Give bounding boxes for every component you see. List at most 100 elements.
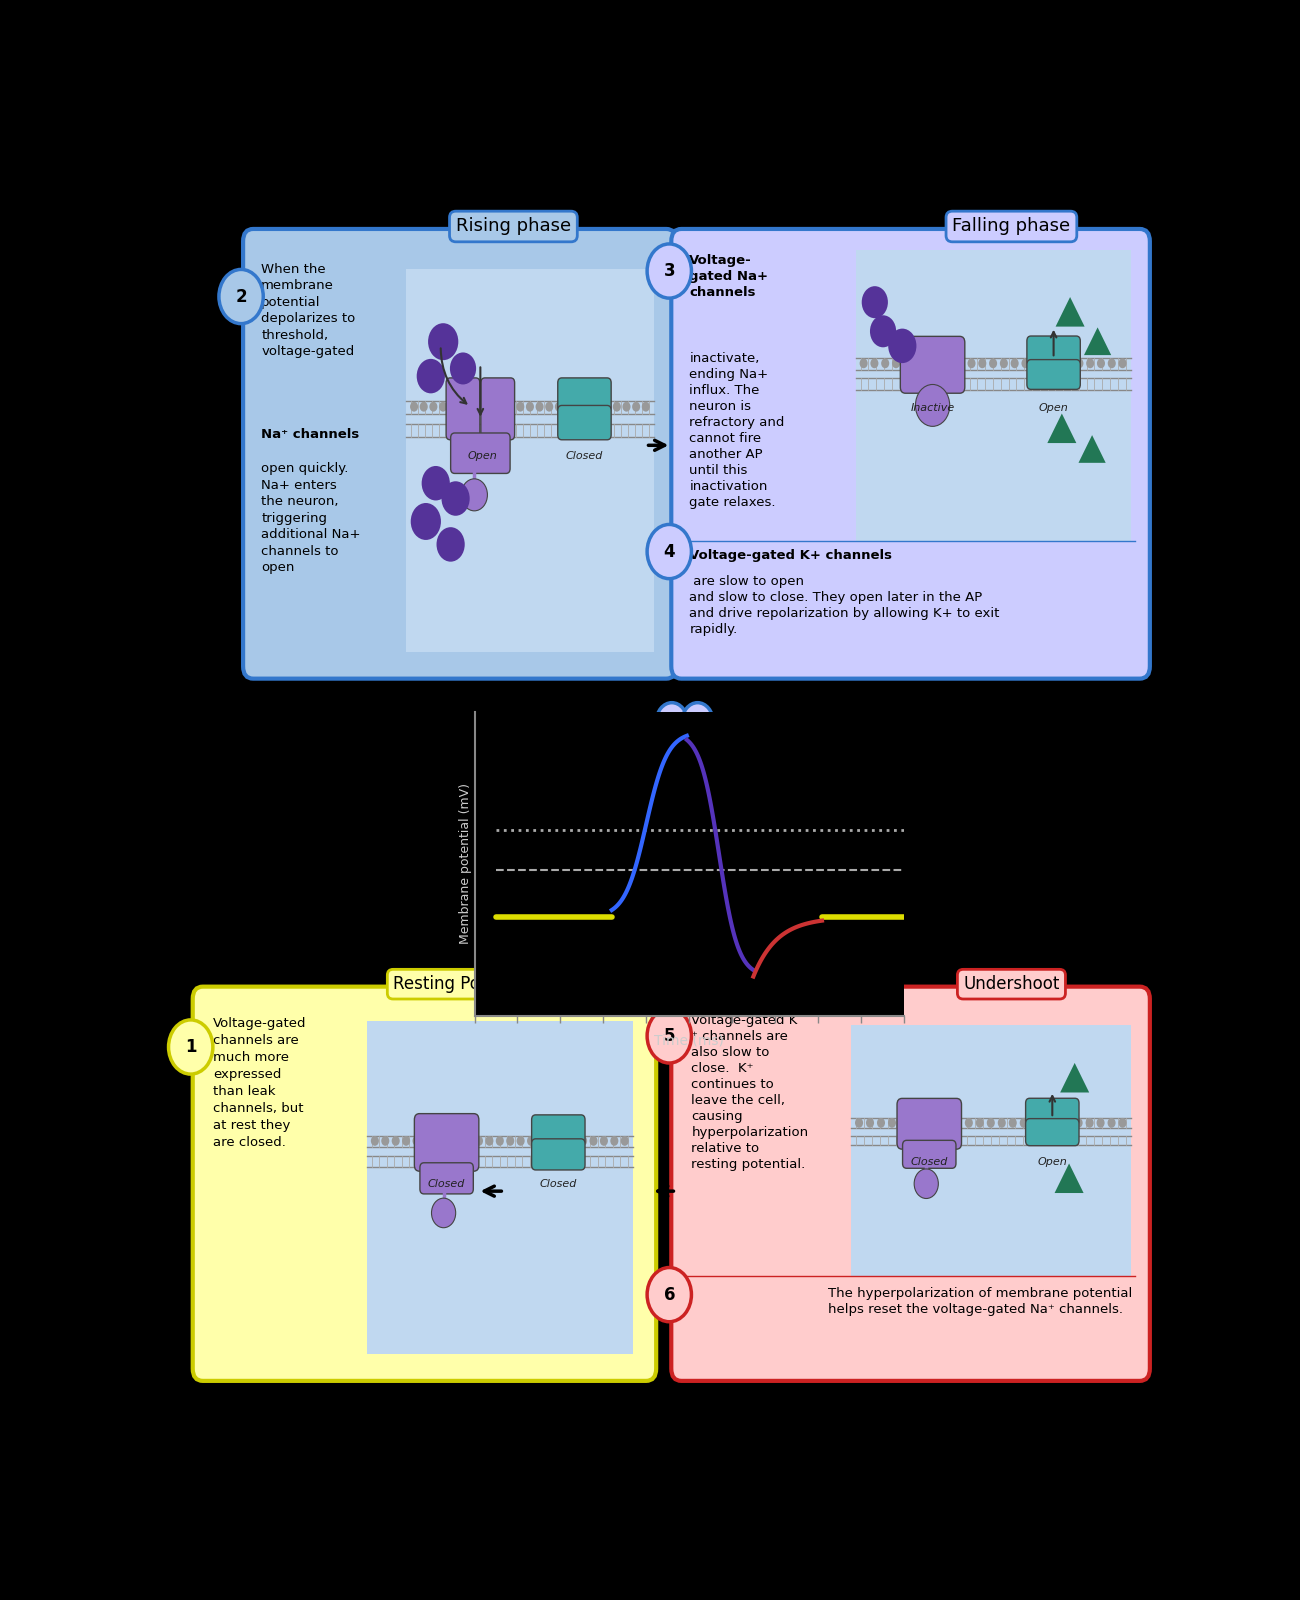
Circle shape xyxy=(870,315,896,347)
Circle shape xyxy=(516,402,524,411)
FancyBboxPatch shape xyxy=(901,336,965,394)
Circle shape xyxy=(610,1136,619,1146)
Text: are slow to open
and slow to close. They open later in the AP
and drive repolari: are slow to open and slow to close. They… xyxy=(689,574,1000,635)
Text: Closed: Closed xyxy=(566,451,603,461)
Circle shape xyxy=(497,402,504,411)
Circle shape xyxy=(420,402,428,411)
Circle shape xyxy=(432,1198,456,1227)
Circle shape xyxy=(459,402,467,411)
Circle shape xyxy=(957,358,965,368)
Text: Voltage-gated K
⁺ channels are
also slow to
close.  K⁺
continues to
leave the ce: Voltage-gated K ⁺ channels are also slow… xyxy=(692,1014,809,1171)
Circle shape xyxy=(428,323,459,360)
Circle shape xyxy=(568,1136,577,1146)
X-axis label: Time (ms): Time (ms) xyxy=(654,1034,724,1048)
Circle shape xyxy=(997,1118,1006,1128)
Circle shape xyxy=(402,1136,410,1146)
Circle shape xyxy=(979,358,987,368)
Circle shape xyxy=(410,402,419,411)
Text: Na⁺ channels: Na⁺ channels xyxy=(261,429,360,442)
Circle shape xyxy=(439,402,447,411)
FancyBboxPatch shape xyxy=(420,1163,473,1194)
Circle shape xyxy=(1009,1118,1017,1128)
Circle shape xyxy=(620,1136,629,1146)
Circle shape xyxy=(1086,1118,1093,1128)
Text: Voltage-gated K+ channels: Voltage-gated K+ channels xyxy=(689,549,892,563)
FancyBboxPatch shape xyxy=(671,987,1149,1381)
Circle shape xyxy=(892,358,900,368)
Text: Open: Open xyxy=(1039,403,1069,413)
Circle shape xyxy=(647,1010,692,1062)
Circle shape xyxy=(759,973,790,1011)
Circle shape xyxy=(448,402,456,411)
FancyBboxPatch shape xyxy=(532,1139,585,1170)
Circle shape xyxy=(914,1170,939,1198)
Text: Rising phase: Rising phase xyxy=(456,218,571,235)
Text: Inactive: Inactive xyxy=(910,403,954,413)
Circle shape xyxy=(1108,358,1115,368)
Text: 5: 5 xyxy=(663,1027,675,1045)
Circle shape xyxy=(545,402,554,411)
Circle shape xyxy=(218,269,263,323)
Text: 6: 6 xyxy=(798,986,807,998)
Circle shape xyxy=(902,358,911,368)
Circle shape xyxy=(1118,1118,1127,1128)
Circle shape xyxy=(987,1118,994,1128)
FancyBboxPatch shape xyxy=(671,229,1149,678)
Circle shape xyxy=(464,1136,473,1146)
FancyBboxPatch shape xyxy=(415,1114,478,1171)
Text: open quickly.
Na+ enters
the neuron,
triggering
additional Na+
channels to
open: open quickly. Na+ enters the neuron, tri… xyxy=(261,462,360,574)
Circle shape xyxy=(422,1136,432,1146)
Circle shape xyxy=(412,1136,421,1146)
Circle shape xyxy=(859,358,867,368)
Text: 5: 5 xyxy=(771,986,779,998)
Circle shape xyxy=(1087,358,1095,368)
FancyArrowPatch shape xyxy=(930,662,1023,1000)
Text: inactivate,
ending Na+
influx. The
neuron is
refractory and
cannot fire
another : inactivate, ending Na+ influx. The neuro… xyxy=(689,352,785,509)
Circle shape xyxy=(1097,358,1105,368)
Text: Voltage-gated
channels are
much more
expressed
than leak
channels, but
at rest t: Voltage-gated channels are much more exp… xyxy=(213,1018,307,1149)
Circle shape xyxy=(575,402,582,411)
Circle shape xyxy=(474,1136,484,1146)
Circle shape xyxy=(584,402,592,411)
Circle shape xyxy=(881,358,889,368)
FancyBboxPatch shape xyxy=(855,250,1131,541)
FancyBboxPatch shape xyxy=(451,434,510,474)
Circle shape xyxy=(454,1136,463,1146)
FancyBboxPatch shape xyxy=(367,1021,633,1354)
Circle shape xyxy=(1118,358,1127,368)
Circle shape xyxy=(516,1136,525,1146)
FancyBboxPatch shape xyxy=(1026,1098,1079,1125)
Circle shape xyxy=(477,402,486,411)
Text: Closed: Closed xyxy=(910,1157,948,1166)
Circle shape xyxy=(421,466,450,501)
Circle shape xyxy=(485,1136,494,1146)
Circle shape xyxy=(1108,1118,1115,1128)
FancyBboxPatch shape xyxy=(1026,1118,1079,1146)
Circle shape xyxy=(488,402,495,411)
Circle shape xyxy=(647,243,692,298)
Circle shape xyxy=(1063,1118,1071,1128)
Circle shape xyxy=(786,973,818,1011)
Circle shape xyxy=(468,402,476,411)
Circle shape xyxy=(429,402,437,411)
Circle shape xyxy=(594,402,602,411)
Circle shape xyxy=(1010,358,1019,368)
Circle shape xyxy=(433,1136,442,1146)
Y-axis label: Membrane potential (mV): Membrane potential (mV) xyxy=(459,784,472,944)
Text: 4: 4 xyxy=(663,542,675,560)
Text: 4: 4 xyxy=(693,715,702,728)
Circle shape xyxy=(442,482,469,515)
Circle shape xyxy=(612,402,621,411)
Circle shape xyxy=(1043,358,1052,368)
Circle shape xyxy=(536,402,543,411)
Circle shape xyxy=(632,402,640,411)
Circle shape xyxy=(526,402,534,411)
Circle shape xyxy=(1032,358,1040,368)
Circle shape xyxy=(647,525,692,579)
Circle shape xyxy=(967,358,975,368)
Text: Voltage-
gated Na+
channels: Voltage- gated Na+ channels xyxy=(689,254,768,299)
Circle shape xyxy=(599,1136,608,1146)
Circle shape xyxy=(437,526,464,562)
Text: When the
membrane
potential
depolarizes to
threshold,
voltage-gated: When the membrane potential depolarizes … xyxy=(261,262,355,374)
Circle shape xyxy=(898,1118,907,1128)
